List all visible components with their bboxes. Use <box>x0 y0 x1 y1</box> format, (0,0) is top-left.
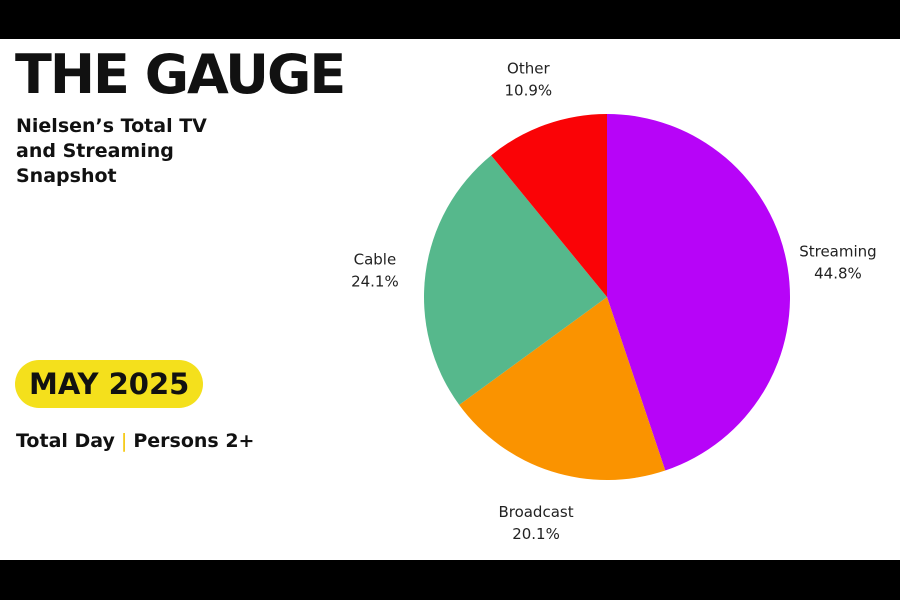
audience-line: Total Day | Persons 2+ <box>16 428 254 454</box>
pie-slice-broadcast <box>459 297 666 480</box>
slice-value-cable: 24.1% <box>351 272 399 290</box>
page-subtitle: Nielsen’s Total TV and Streaming Snapsho… <box>16 115 207 187</box>
pie-slice-cable <box>424 155 607 405</box>
slice-value-broadcast: 20.1% <box>512 525 560 543</box>
slice-value-streaming: 44.8% <box>814 264 862 282</box>
slice-value-other: 10.9% <box>505 82 553 100</box>
pie-slice-other <box>491 114 607 297</box>
slice-label-streaming: Streaming <box>799 242 876 260</box>
slice-label-broadcast: Broadcast <box>498 503 573 521</box>
daypart-label: Total Day <box>16 430 115 452</box>
slice-label-other: Other <box>507 60 550 78</box>
date-badge: MAY 2025 <box>15 360 204 408</box>
page-title: THE GAUGE <box>15 43 346 106</box>
pie-slice-streaming <box>607 114 790 471</box>
slice-label-cable: Cable <box>354 250 397 268</box>
audience-separator: | <box>120 430 128 452</box>
demo-label: Persons 2+ <box>133 430 255 452</box>
